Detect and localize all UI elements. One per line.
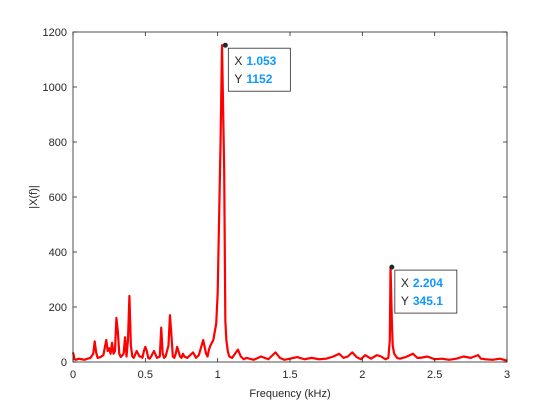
y-tick-label: 0	[61, 357, 67, 369]
y-tick-label: 200	[49, 302, 67, 314]
datatip-x-value: 2.204	[413, 276, 443, 290]
y-tick-label: 400	[49, 247, 67, 259]
y-tick-label: 600	[49, 192, 67, 204]
datatip-marker[interactable]	[389, 264, 395, 270]
x-axis-label: Frequency (kHz)	[249, 388, 330, 400]
datatip-y-value: 1152	[246, 72, 272, 86]
series-layer	[71, 44, 508, 362]
x-tick-label: 0.5	[138, 369, 153, 381]
datatips-layer: X 1.053 Y 1152 X 2.204 Y 345.1	[222, 42, 458, 314]
datatip-y-label: Y	[234, 72, 242, 86]
datatip-marker[interactable]	[222, 42, 228, 48]
series-line-0	[71, 44, 508, 362]
datatip-y-label: Y	[401, 294, 409, 308]
x-tick-label: 2	[359, 369, 365, 381]
y-tick-label: 800	[49, 137, 67, 149]
y-tick-label: 1000	[43, 82, 67, 94]
y-tick-label: 1200	[43, 27, 67, 39]
datatip-x-label: X	[401, 276, 409, 290]
x-tick-label: 1.5	[282, 369, 297, 381]
x-tick-label: 0	[70, 369, 76, 381]
datatip-1[interactable]: X 1.053 Y 1152	[222, 42, 291, 92]
datatip-x-label: X	[234, 54, 242, 68]
x-tick-label: 3	[504, 369, 510, 381]
datatip-y-value: 345.1	[413, 294, 443, 308]
datatip-2[interactable]: X 2.204 Y 345.1	[389, 264, 458, 314]
x-tick-label: 2.5	[427, 369, 442, 381]
datatip-x-value: 1.053	[246, 54, 276, 68]
datatip-box	[227, 47, 291, 92]
x-tick-label: 1	[215, 369, 221, 381]
y-axis-label: |X(f)|	[28, 185, 40, 208]
datatip-box	[394, 269, 458, 314]
axes: 0 0.5 1 1.5 2 2.5 3 0 200 400 600 800 1000 1200	[43, 27, 511, 381]
